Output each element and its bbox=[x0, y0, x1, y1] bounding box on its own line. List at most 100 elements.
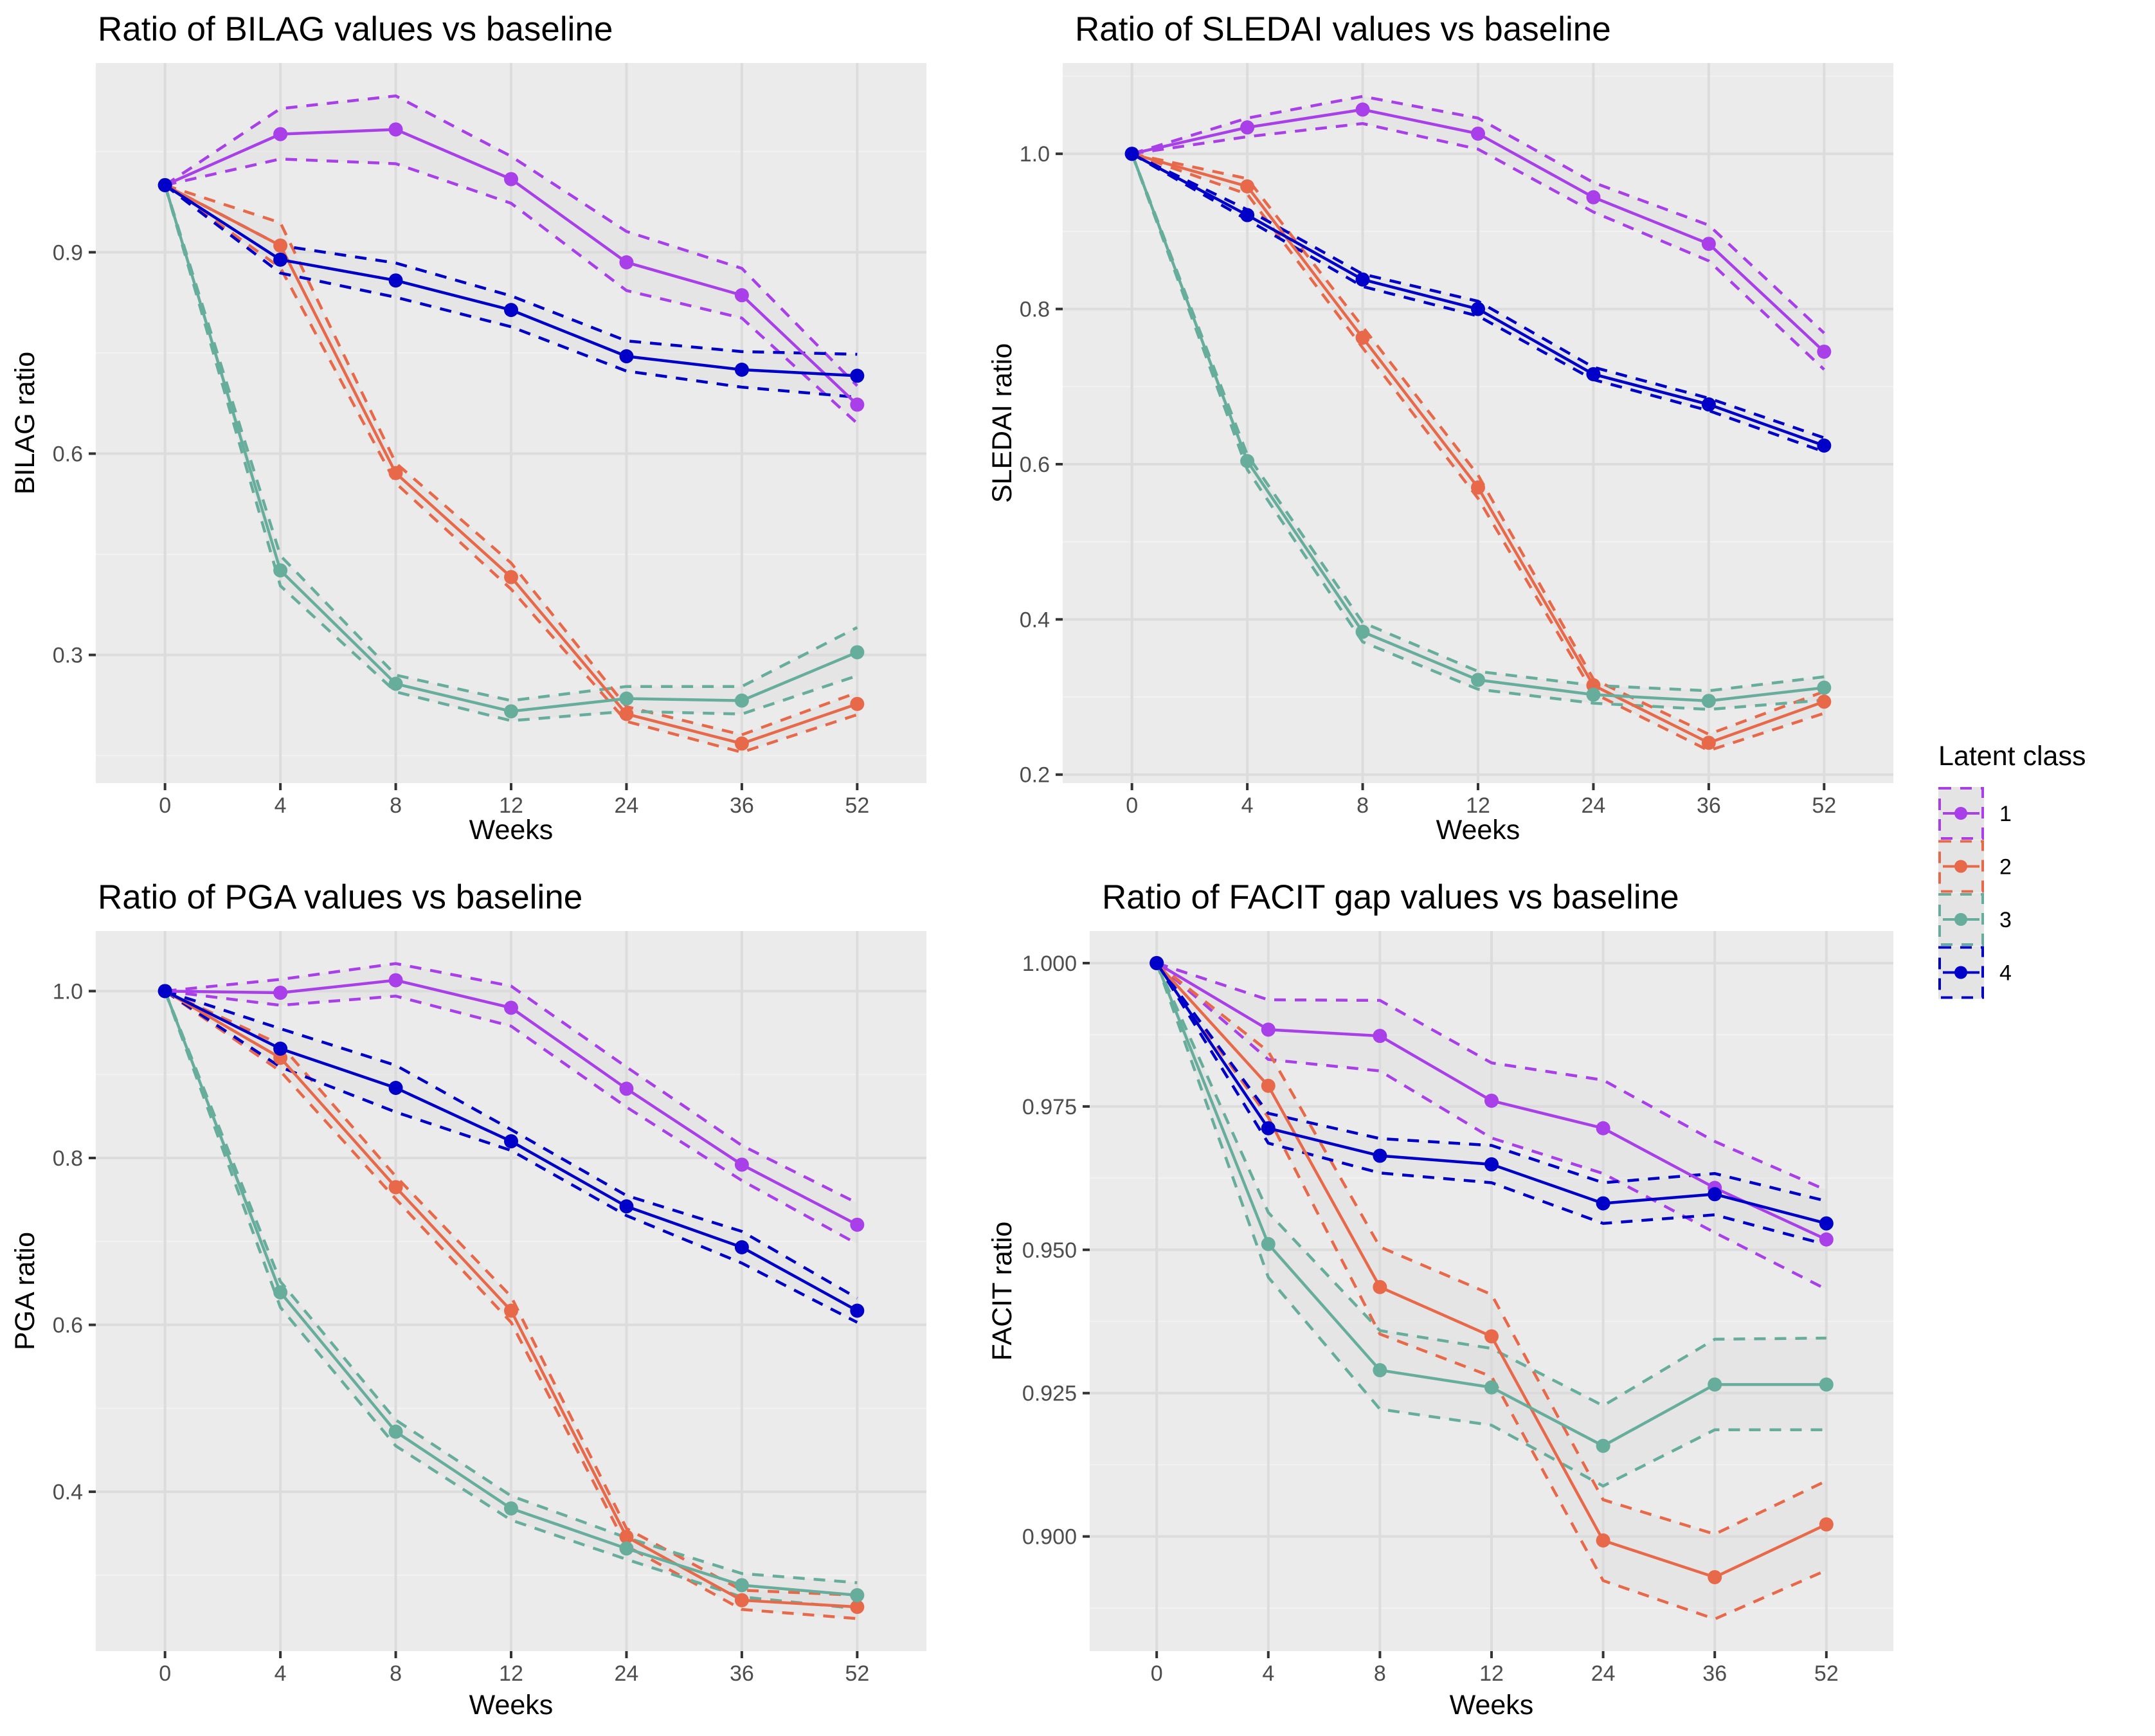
ci-ribbon-class-4 bbox=[165, 185, 858, 397]
data-point-class-3 bbox=[388, 1424, 403, 1439]
data-point-class-1 bbox=[1355, 102, 1370, 117]
x-tick-label: 52 bbox=[1812, 793, 1836, 818]
data-point-class-2 bbox=[850, 1600, 865, 1614]
data-point-class-1 bbox=[619, 255, 634, 270]
data-point-class-1 bbox=[1701, 237, 1716, 251]
legend-items: 1 2 3 4 bbox=[1938, 787, 2012, 999]
data-point-class-3 bbox=[1484, 1380, 1499, 1395]
data-point-class-2 bbox=[734, 1593, 749, 1607]
x-tick-label: 52 bbox=[845, 793, 869, 818]
legend-key-point bbox=[1954, 913, 1967, 926]
data-point-class-3 bbox=[619, 1541, 634, 1556]
ci-ribbon-class-1 bbox=[1157, 963, 1826, 1290]
data-point-class-4 bbox=[1471, 302, 1485, 316]
x-tick-label: 4 bbox=[275, 1661, 287, 1686]
ci-upper-line-class-4 bbox=[164, 990, 858, 1299]
ci-upper-line-class-2 bbox=[164, 183, 858, 737]
data-point-class-3 bbox=[734, 1578, 749, 1593]
data-point-class-4 bbox=[619, 349, 634, 364]
data-point-class-3 bbox=[1373, 1363, 1387, 1378]
plots: 0.3 0.6 0.9 0 4 8 12 24 36 52 0.2 0.4 0.6 0.8 1.0 0 4 8 12… bbox=[53, 63, 1893, 1686]
y-tick-label: 0.925 bbox=[1022, 1382, 1077, 1406]
panel-title: Ratio of FACIT gap values vs baseline bbox=[1102, 878, 1679, 916]
y-tick-label: 0.2 bbox=[1020, 763, 1050, 788]
data-point-class-3 bbox=[388, 676, 403, 691]
ci-upper-line-class-1 bbox=[1132, 95, 1825, 334]
x-tick-label: 12 bbox=[499, 793, 523, 818]
ci-ribbon-class-3 bbox=[165, 185, 858, 721]
data-point-class-4 bbox=[273, 1041, 288, 1056]
y-tick-label: 0.9 bbox=[53, 240, 83, 265]
data-point-class-4 bbox=[1240, 208, 1255, 222]
legend-key-ci bbox=[1938, 893, 1984, 946]
data-point-class-2 bbox=[1819, 1517, 1834, 1532]
x-axis-label: Weeks bbox=[469, 1690, 554, 1721]
x-tick-label: 36 bbox=[730, 1661, 754, 1686]
data-point-class-2 bbox=[1817, 694, 1832, 709]
data-point-class-2 bbox=[1373, 1279, 1387, 1294]
legend-key-point bbox=[1954, 807, 1967, 820]
data-point-class-1 bbox=[1819, 1232, 1834, 1247]
y-tick-label: 0.6 bbox=[1020, 453, 1050, 477]
data-point-class-4 bbox=[1484, 1157, 1499, 1171]
x-tick-label: 36 bbox=[1702, 1661, 1727, 1686]
data-point-class-2 bbox=[1471, 480, 1485, 495]
data-point-class-2 bbox=[1484, 1329, 1499, 1344]
data-point-class-3 bbox=[1819, 1377, 1834, 1392]
ci-lower-line-class-4 bbox=[164, 184, 858, 399]
x-tick-label: 52 bbox=[1814, 1661, 1839, 1686]
x-tick-label: 12 bbox=[1466, 793, 1490, 818]
x-tick-label: 12 bbox=[499, 1661, 523, 1686]
ci-upper-line-class-1 bbox=[164, 94, 858, 387]
data-point-class-2 bbox=[504, 570, 518, 584]
plot-panel-0: 0.3 0.6 0.9 0 4 8 12 24 36 52 bbox=[53, 63, 926, 818]
data-point-class-4 bbox=[619, 1199, 634, 1214]
data-point-class-1 bbox=[1261, 1022, 1276, 1037]
data-point-class-4 bbox=[1701, 397, 1716, 412]
data-point-class-3 bbox=[734, 693, 749, 708]
ci-upper-line-class-3 bbox=[1155, 963, 1826, 1407]
y-tick-label: 1.0 bbox=[53, 979, 83, 1004]
data-point-class-4 bbox=[1150, 955, 1164, 970]
y-tick-label: 0.3 bbox=[53, 644, 83, 668]
data-point-class-4 bbox=[388, 1080, 403, 1095]
legend-key-point bbox=[1954, 966, 1967, 979]
data-point-class-1 bbox=[504, 1000, 518, 1015]
data-point-class-3 bbox=[850, 1588, 865, 1603]
x-tick-label: 24 bbox=[1591, 1661, 1616, 1686]
panel-title: Ratio of PGA values vs baseline bbox=[98, 878, 582, 916]
data-point-class-4 bbox=[850, 1303, 865, 1318]
x-tick-label: 4 bbox=[1241, 793, 1254, 818]
legend-key-ci bbox=[1938, 840, 1984, 893]
panel-sledai: Ratio of SLEDAI values vs baseline Weeks… bbox=[987, 10, 1611, 845]
legend-label: 4 bbox=[1999, 961, 2012, 986]
legend-item-1: 1 bbox=[1938, 787, 2012, 840]
legend: Latent class 1 2 3 4 bbox=[1938, 741, 2086, 999]
data-point-class-3 bbox=[504, 1501, 518, 1516]
y-tick-label: 0.4 bbox=[53, 1480, 83, 1505]
ci-lower-line-class-2 bbox=[164, 184, 858, 754]
y-tick-label: 0.4 bbox=[1020, 608, 1050, 632]
x-tick-label: 36 bbox=[1697, 793, 1721, 818]
ci-lower-line-class-2 bbox=[1131, 152, 1825, 752]
data-point-class-1 bbox=[1586, 190, 1601, 204]
data-point-class-3 bbox=[1355, 624, 1370, 639]
data-point-class-3 bbox=[1596, 1438, 1610, 1453]
x-axis-label: Weeks bbox=[469, 815, 554, 845]
x-tick-label: 24 bbox=[615, 1661, 639, 1686]
y-tick-label: 1.000 bbox=[1022, 952, 1077, 976]
data-point-class-1 bbox=[850, 1217, 865, 1232]
data-point-class-3 bbox=[504, 704, 518, 719]
data-point-class-1 bbox=[1240, 120, 1255, 135]
data-point-class-3 bbox=[1708, 1377, 1722, 1392]
ci-lower-line-class-3 bbox=[1155, 963, 1826, 1488]
legend-label: 1 bbox=[1999, 802, 2012, 826]
ci-lower-line-class-3 bbox=[163, 185, 858, 723]
ci-lower-line-class-1 bbox=[165, 990, 858, 1245]
plot-panel-2: 0.4 0.6 0.8 1.0 0 4 8 12 24 36 52 bbox=[53, 931, 926, 1686]
data-point-class-2 bbox=[1355, 330, 1370, 345]
x-tick-label: 8 bbox=[390, 1661, 402, 1686]
data-point-class-3 bbox=[1471, 673, 1485, 687]
x-tick-label: 0 bbox=[159, 793, 171, 818]
